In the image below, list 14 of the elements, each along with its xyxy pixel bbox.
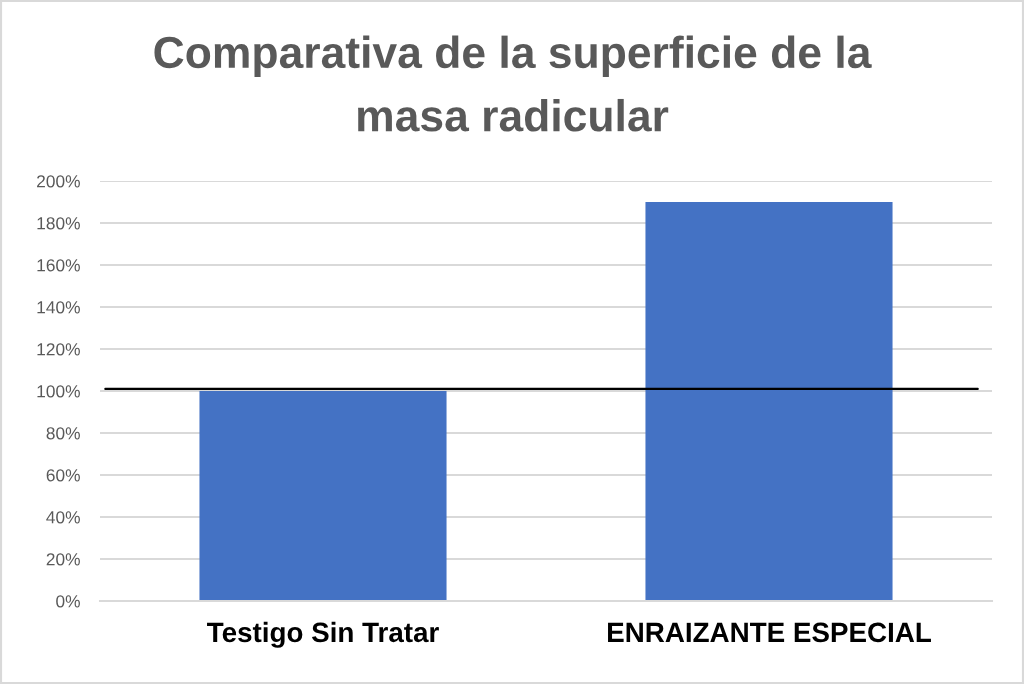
y-tick-label: 100% (37, 385, 80, 398)
y-tick-label: 140% (37, 301, 80, 314)
y-tick-label: 0% (56, 595, 80, 608)
y-tick-label: 120% (37, 343, 80, 356)
y-tick-label: 160% (37, 259, 80, 272)
chart-title: Comparativa de la superficie de la masa radicular (154, 35, 872, 132)
y-tick-label: 40% (46, 511, 80, 524)
x-tick-label: ENRAIZANTE ESPECIAL (608, 622, 931, 643)
y-tick-label: 180% (37, 217, 80, 230)
x-tick-label: Testigo Sin Tratar (207, 621, 439, 648)
y-tick-label: 200% (37, 175, 80, 188)
y-tick-label: 60% (46, 469, 80, 482)
y-tick-label: 80% (46, 427, 80, 440)
y-tick-label: 20% (46, 553, 80, 566)
